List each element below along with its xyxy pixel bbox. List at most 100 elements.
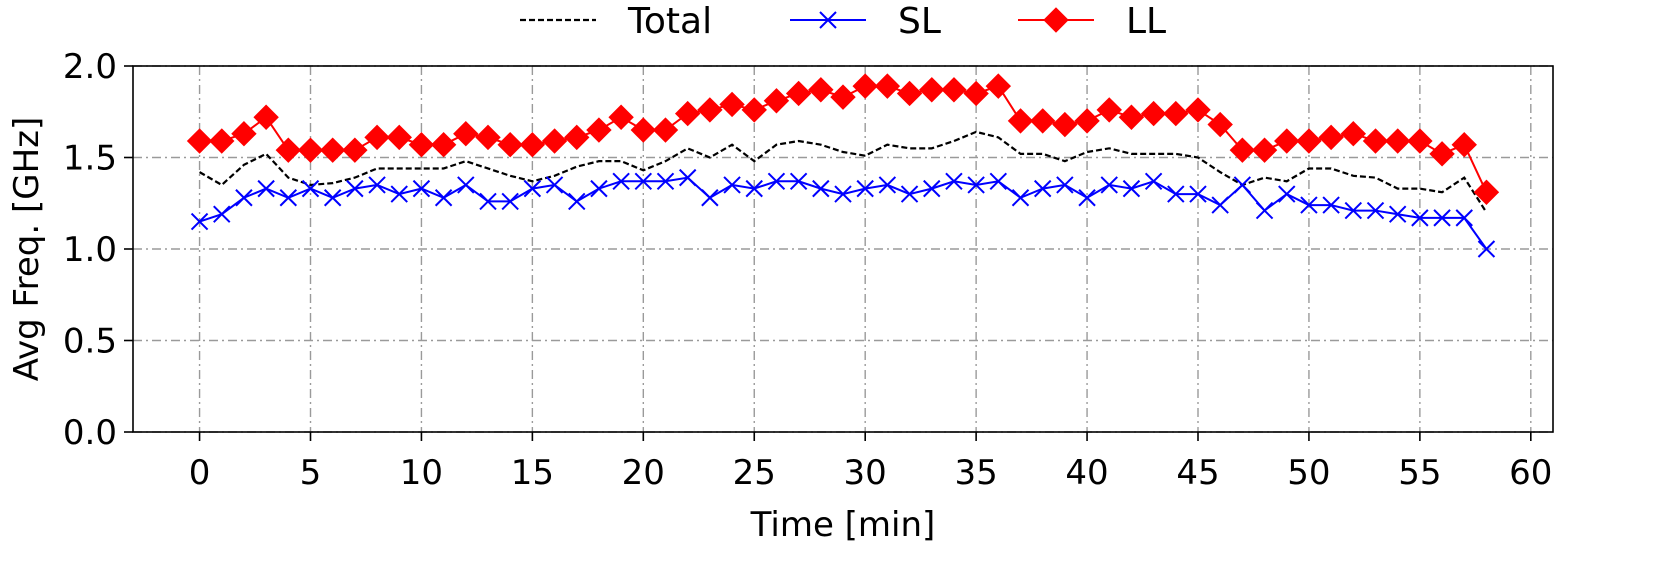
point-sl — [279, 189, 298, 207]
point-sl — [346, 179, 364, 198]
point-sl — [1167, 185, 1185, 203]
point-sl — [390, 185, 408, 203]
point-ll — [985, 73, 1012, 99]
point-ll — [1362, 128, 1389, 154]
point-sl — [612, 172, 630, 190]
point-ll — [785, 80, 812, 107]
point-sl — [678, 168, 697, 187]
point-sl — [1100, 176, 1118, 194]
x-tick-label: 45 — [1176, 453, 1219, 493]
series-layer — [186, 73, 1500, 258]
y-tick-labels: 0.0 0.5 1.0 1.5 2.0 — [63, 47, 117, 453]
point-ll — [1429, 141, 1455, 167]
point-ll — [608, 104, 634, 130]
point-ll — [519, 131, 546, 158]
y-axis-title: Avg Freq. [GHz] — [7, 117, 47, 382]
point-ll — [1007, 108, 1034, 134]
point-sl — [457, 176, 475, 194]
point-sl — [1078, 189, 1096, 207]
point-ll — [386, 124, 412, 151]
point-ll — [408, 131, 435, 158]
point-sl — [656, 172, 675, 190]
point-sl — [634, 172, 653, 190]
legend-label-sl: SL — [898, 1, 941, 42]
point-ll — [1318, 124, 1344, 151]
x-tick-label: 15 — [511, 453, 554, 493]
x-tick-label: 60 — [1509, 453, 1552, 493]
point-ll — [697, 97, 723, 123]
x-tick-label: 0 — [189, 453, 211, 493]
point-ll — [297, 137, 324, 163]
point-sl — [545, 176, 564, 194]
point-ll — [741, 97, 767, 123]
legend-marker-sl — [819, 11, 837, 29]
point-sl — [1344, 201, 1363, 220]
point-sl — [257, 179, 275, 198]
legend-item-sl: SL — [790, 1, 941, 42]
tick-marks — [124, 65, 1532, 441]
point-sl — [967, 176, 985, 194]
series-sl — [190, 168, 1496, 258]
point-ll — [586, 117, 612, 143]
point-ll — [1296, 128, 1322, 154]
point-ll — [830, 84, 856, 110]
point-sl — [213, 205, 231, 223]
legend-item-total: Total — [520, 1, 712, 42]
point-ll — [1140, 100, 1167, 127]
point-ll — [1029, 108, 1056, 134]
point-sl — [1211, 196, 1229, 214]
point-ll — [652, 117, 679, 143]
point-sl — [812, 179, 830, 198]
y-tick-label: 1.5 — [63, 139, 117, 179]
point-ll — [275, 137, 302, 163]
point-sl — [323, 189, 342, 207]
point-sl — [412, 179, 431, 198]
point-sl — [789, 172, 808, 190]
point-sl — [856, 179, 874, 198]
x-tick-label: 10 — [400, 453, 443, 493]
legend-item-ll: LL — [1018, 1, 1166, 42]
x-tick-label: 50 — [1287, 453, 1330, 493]
point-sl — [1388, 205, 1407, 223]
point-sl — [434, 189, 453, 207]
point-ll — [808, 77, 834, 103]
point-sl — [767, 172, 786, 190]
series-ll — [186, 73, 1500, 205]
point-ll — [253, 104, 279, 130]
legend-marker-ll — [1043, 7, 1069, 33]
point-ll — [630, 117, 657, 143]
point-ll — [1074, 108, 1100, 134]
point-sl — [501, 192, 519, 211]
point-ll — [453, 121, 479, 147]
point-sl — [301, 179, 320, 198]
point-sl — [1122, 179, 1141, 198]
point-sl — [590, 179, 608, 198]
point-sl — [1455, 209, 1473, 227]
point-ll — [319, 137, 346, 163]
point-sl — [834, 185, 852, 203]
point-sl — [900, 185, 919, 203]
y-tick-label: 1.0 — [63, 230, 117, 270]
point-sl — [1189, 185, 1207, 203]
point-ll — [364, 124, 390, 151]
point-ll — [1451, 131, 1477, 158]
point-ll — [1384, 128, 1411, 154]
y-tick-label: 0.0 — [63, 413, 117, 453]
point-ll — [1274, 128, 1300, 154]
x-tick-label: 35 — [954, 453, 997, 493]
point-sl — [945, 172, 963, 190]
point-sl — [235, 189, 253, 207]
x-axis-title: Time [min] — [750, 505, 936, 545]
legend: Total SL LL — [520, 1, 1166, 42]
point-ll — [1340, 121, 1367, 147]
point-sl — [878, 176, 897, 194]
point-sl — [1477, 240, 1496, 258]
point-ll — [497, 131, 523, 158]
point-ll — [186, 128, 213, 154]
point-sl — [479, 192, 497, 211]
point-sl — [989, 172, 1008, 190]
point-ll — [1052, 111, 1078, 138]
x-tick-label: 30 — [844, 453, 887, 493]
point-sl — [1322, 196, 1340, 214]
